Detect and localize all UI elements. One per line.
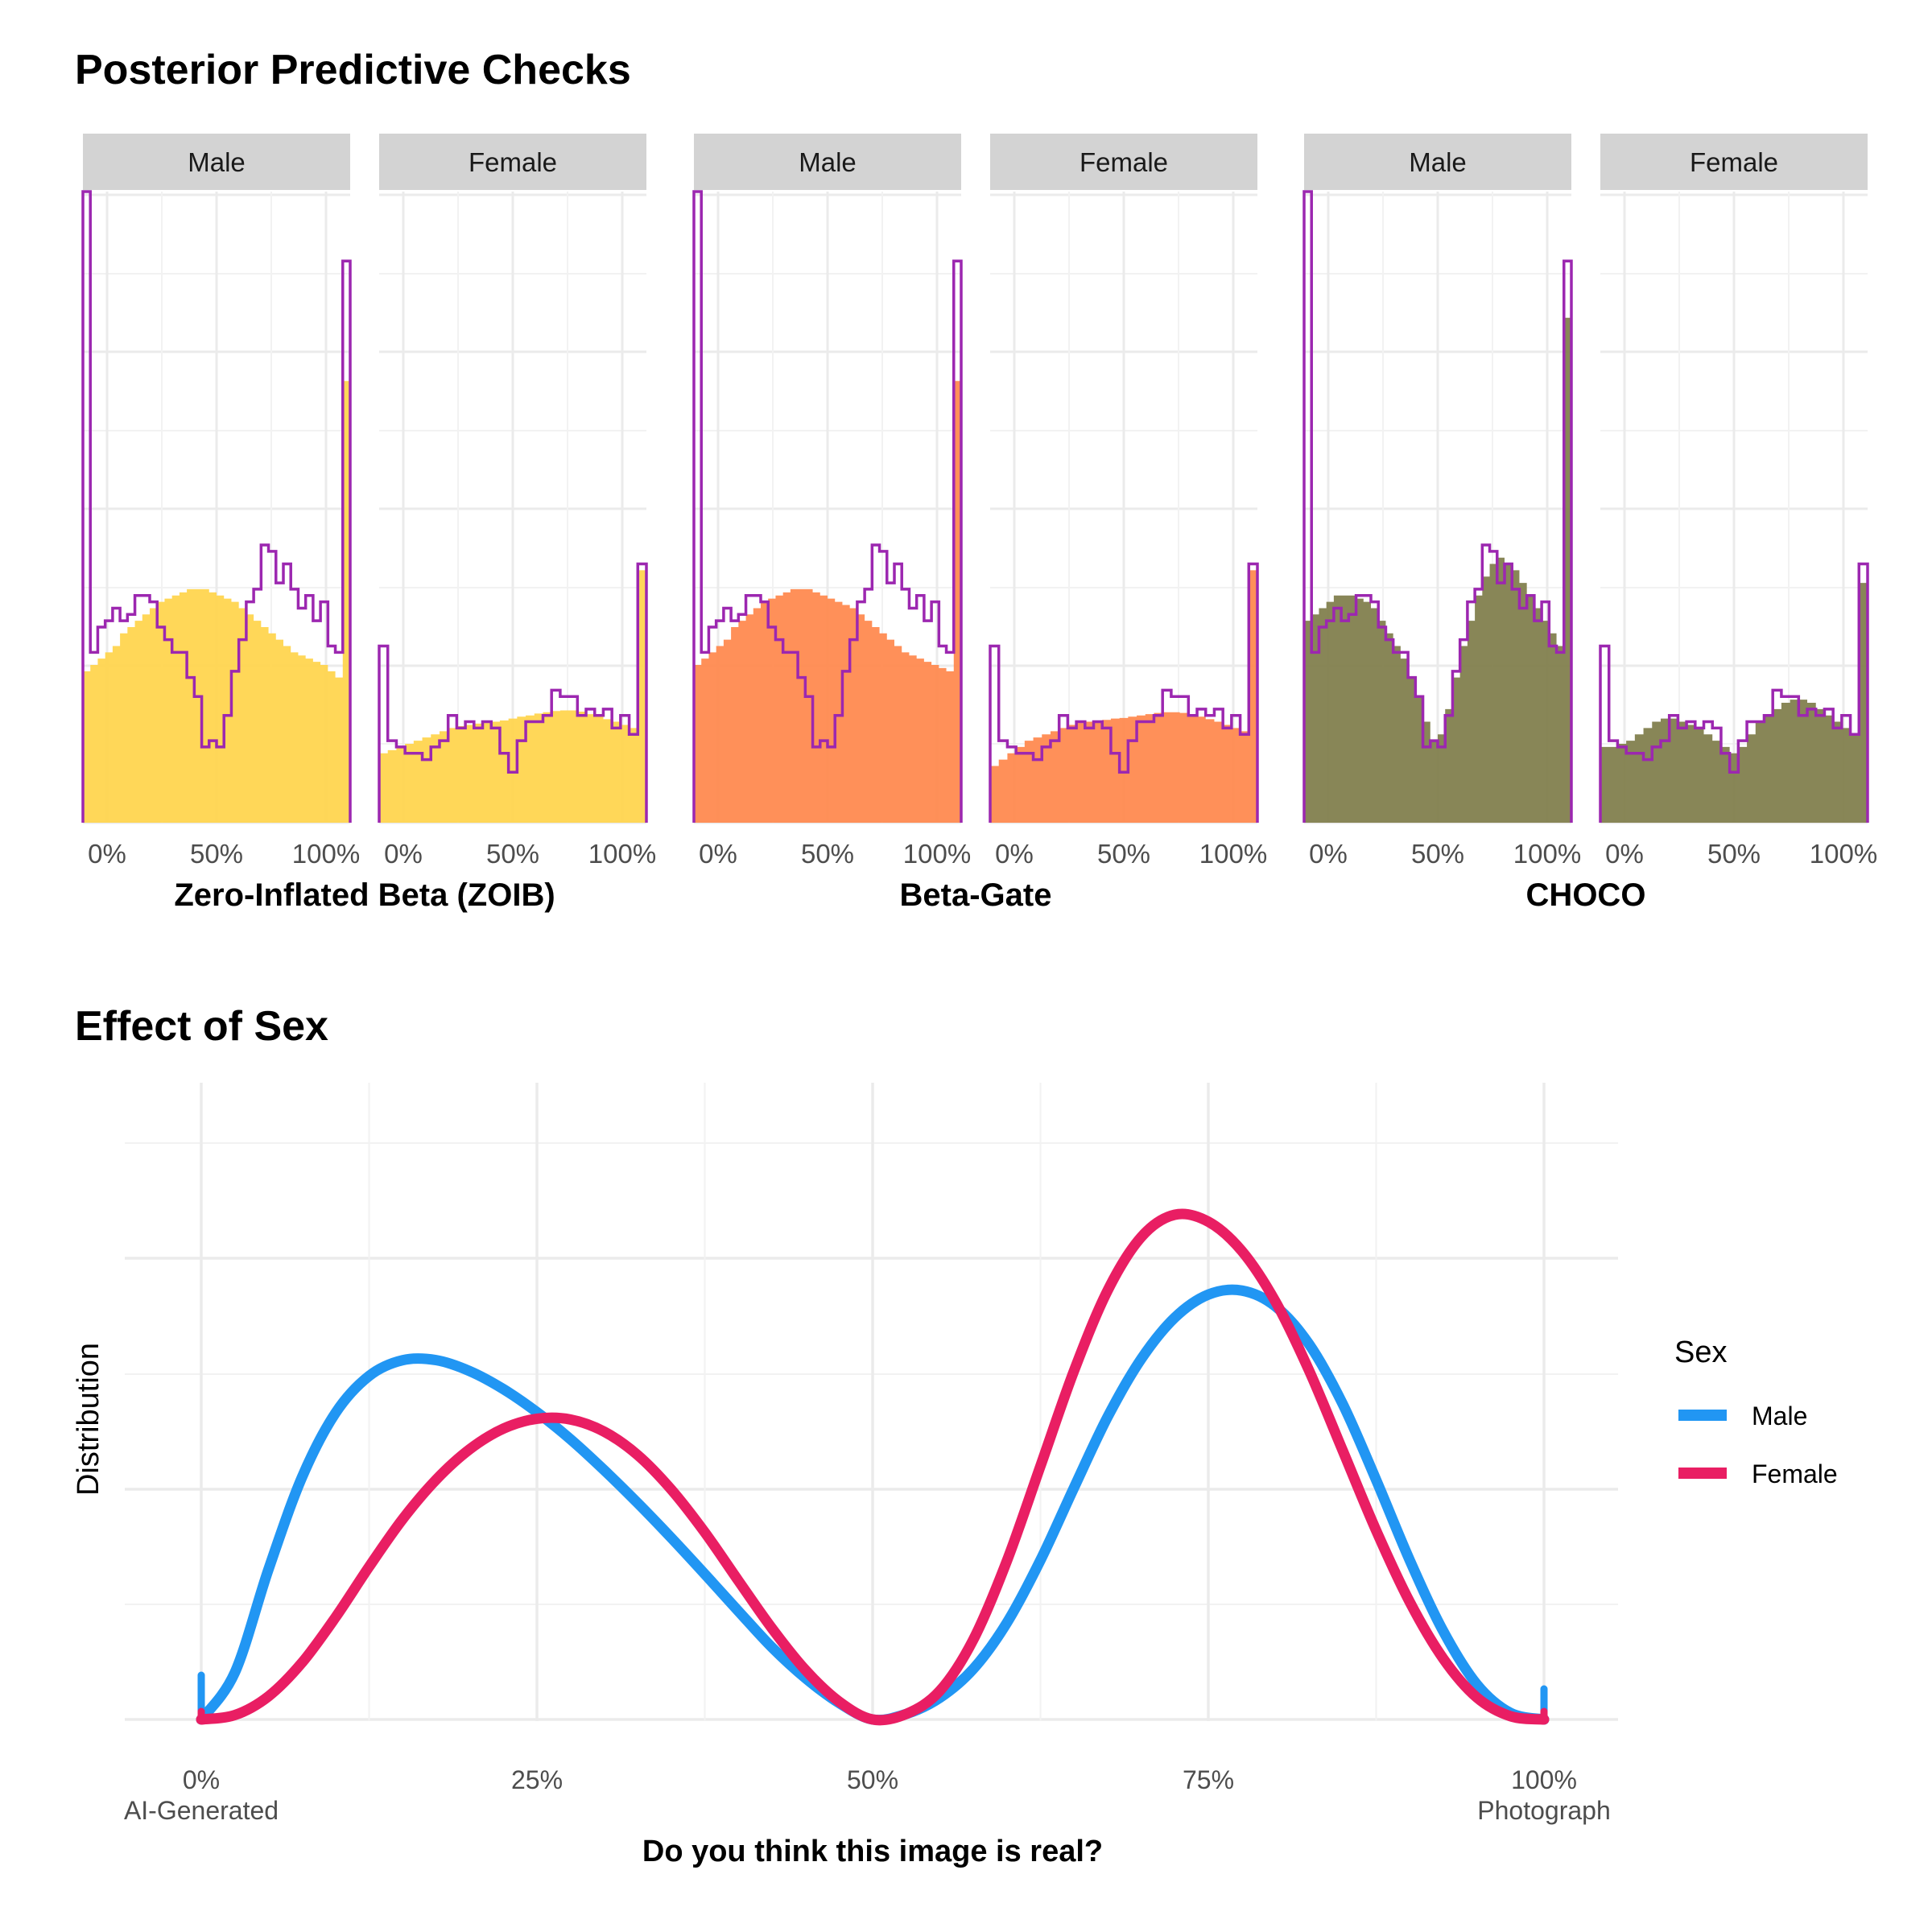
x-tick-sublabel: Photograph xyxy=(1477,1796,1610,1825)
observed-distribution-line xyxy=(378,562,648,823)
ppc-panel-zero-inflated-beta-zoib--female: Female 0% 50% 100% xyxy=(378,134,656,869)
x-tick-label: 100% xyxy=(1513,839,1581,869)
x-tick-label: 100% xyxy=(903,839,971,869)
x-tick-label: 100% xyxy=(292,839,360,869)
legend-label-female: Female xyxy=(1752,1459,1838,1488)
x-tick-label: 100% xyxy=(1199,839,1267,869)
x-tick-label: 0% xyxy=(995,839,1034,869)
facet-strip-label: Male xyxy=(799,147,857,177)
predicted-distribution-area xyxy=(83,381,350,823)
x-tick-label: 100% xyxy=(1511,1765,1577,1794)
x-tick-label: 0% xyxy=(699,839,737,869)
posterior-predictive-checks-panels: Male 0% 50% 100% Female 0% 50% 100% Zero-Inflate… xyxy=(81,134,1877,913)
facet-strip xyxy=(83,134,350,190)
predicted-distribution-area xyxy=(379,570,646,823)
x-tick-label: 0% xyxy=(1605,839,1644,869)
x-tick-label: 0% xyxy=(1309,839,1348,869)
facet-strip xyxy=(1304,134,1571,190)
model-label: CHOCO xyxy=(1526,877,1646,913)
observed-distribution-line xyxy=(989,562,1259,823)
observed-distribution-line xyxy=(1599,562,1869,823)
predicted-distribution-area xyxy=(694,381,961,823)
x-tick-label: 50% xyxy=(1411,839,1464,869)
x-tick-label: 0% xyxy=(384,839,423,869)
facet-strip xyxy=(694,134,961,190)
x-tick-label: 0% xyxy=(183,1765,220,1794)
x-tick-label: 50% xyxy=(1707,839,1761,869)
model-label: Beta-Gate xyxy=(900,877,1052,913)
x-tick-label: 100% xyxy=(588,839,656,869)
predicted-distribution-area xyxy=(1600,583,1868,823)
legend-label-male: Male xyxy=(1752,1402,1807,1430)
x-tick-sublabel: AI-Generated xyxy=(124,1796,279,1825)
legend: Sex Male Female xyxy=(1674,1335,1838,1488)
series-line-female xyxy=(196,1208,1550,1726)
x-tick-label: 0% xyxy=(88,839,126,869)
observed-distribution-line xyxy=(81,190,352,823)
observed-distribution-line xyxy=(1302,190,1573,823)
ppc-panel-choco-female: Female 0% 50% 100% xyxy=(1599,134,1877,869)
bottom-chart-title: Effect of Sex xyxy=(75,1003,328,1050)
ppc-panel-beta-gate-male: Male 0% 50% 100% xyxy=(692,134,971,869)
ppc-panel-zero-inflated-beta-zoib--male: Male 0% 50% 100% xyxy=(81,134,360,869)
facet-strip-label: Male xyxy=(188,147,246,177)
x-tick-label: 25% xyxy=(511,1765,563,1794)
legend-title: Sex xyxy=(1674,1335,1727,1369)
y-axis-title: Distribution xyxy=(72,1343,105,1496)
model-label: Zero-Inflated Beta (ZOIB) xyxy=(174,877,555,913)
facet-strip-label: Female xyxy=(1080,147,1168,177)
facet-strip-label: Female xyxy=(1690,147,1778,177)
effect-of-sex-plot: 0%AI-Generated 25% 50% 75% 100%Photograph xyxy=(124,1083,1618,1825)
facet-strip-label: Male xyxy=(1409,147,1467,177)
x-tick-label: 50% xyxy=(801,839,854,869)
top-chart-title: Posterior Predictive Checks xyxy=(75,47,631,93)
facet-strip xyxy=(379,134,646,190)
facet-strip-label: Female xyxy=(469,147,557,177)
x-tick-label: 50% xyxy=(190,839,243,869)
predicted-distribution-area xyxy=(990,570,1257,823)
x-tick-label: 50% xyxy=(486,839,539,869)
facet-strip xyxy=(1600,134,1868,190)
predicted-distribution-area xyxy=(1304,317,1571,823)
observed-distribution-line xyxy=(692,190,963,823)
x-tick-label: 100% xyxy=(1810,839,1877,869)
ppc-panel-choco-male: Male 0% 50% 100% xyxy=(1302,134,1581,869)
x-tick-label: 75% xyxy=(1183,1765,1234,1794)
x-tick-label: 50% xyxy=(847,1765,898,1794)
facet-strip xyxy=(990,134,1257,190)
x-axis-title: Do you think this image is real? xyxy=(642,1835,1103,1868)
ppc-panel-beta-gate-female: Female 0% 50% 100% xyxy=(989,134,1267,869)
x-tick-label: 50% xyxy=(1097,839,1150,869)
